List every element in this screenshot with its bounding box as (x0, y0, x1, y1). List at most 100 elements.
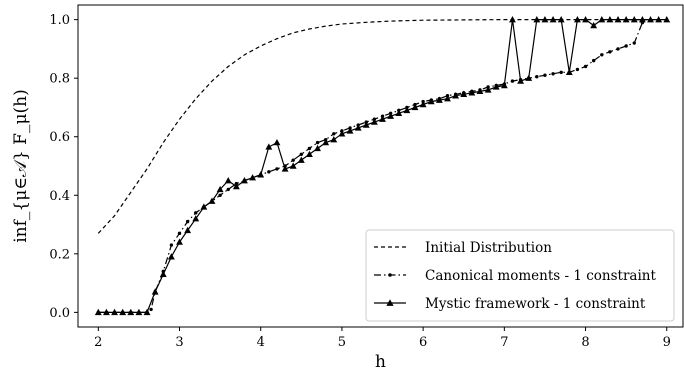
data-point (208, 197, 216, 204)
data-point (135, 308, 143, 316)
data-point (281, 165, 289, 172)
data-point (265, 143, 273, 150)
data-point (224, 177, 232, 184)
legend: Initial Distribution Canonical moments - … (365, 229, 675, 322)
data-point (435, 96, 443, 103)
data-point (257, 171, 265, 178)
legend-label: Initial Distribution (425, 240, 552, 256)
data-point (663, 16, 671, 23)
legend-marker (386, 299, 394, 306)
legend-label: Mystic framework - 1 constraint (425, 296, 646, 312)
data-point (149, 307, 153, 312)
x-tick-label: 8 (581, 335, 589, 350)
data-point (582, 16, 589, 23)
data-point (606, 16, 614, 23)
data-point (468, 89, 476, 96)
data-point (638, 16, 646, 23)
data-point (452, 92, 460, 99)
y-tick-label: 0.0 (49, 306, 70, 321)
data-point (444, 95, 451, 102)
data-point (119, 308, 127, 316)
data-point (315, 140, 320, 145)
y-tick-label: 0.4 (49, 189, 70, 204)
data-point (232, 182, 240, 190)
data-point (289, 162, 297, 169)
data-point (332, 132, 336, 136)
x-tick-label: 2 (94, 335, 102, 350)
ticks-layer: 2 3 4 5 6 7 8 9 0.0 0.2 0.4 0.6 0.8 1.0 (49, 13, 671, 350)
data-point (143, 308, 151, 316)
data-point (591, 58, 596, 63)
data-point (338, 130, 346, 137)
data-point (541, 16, 549, 23)
data-point (630, 16, 638, 23)
data-point (200, 203, 208, 210)
data-point (151, 288, 159, 295)
x-tick-label: 9 (663, 335, 671, 350)
data-point (632, 41, 636, 45)
data-point (543, 73, 547, 77)
data-point (275, 167, 279, 171)
data-point (354, 124, 362, 131)
data-point (525, 74, 533, 81)
data-point (103, 308, 110, 316)
data-point (177, 231, 182, 236)
data-point (297, 156, 305, 163)
data-point (647, 16, 654, 23)
legend-box (365, 229, 675, 322)
data-point (370, 118, 378, 125)
data-point (184, 226, 192, 234)
data-point (510, 79, 515, 83)
x-tick-label: 5 (338, 335, 346, 350)
data-point (185, 219, 190, 224)
data-point (273, 138, 281, 146)
data-point (476, 87, 484, 95)
x-tick-label: 6 (419, 335, 427, 350)
data-point (600, 53, 604, 57)
data-point (500, 81, 508, 89)
data-point (216, 185, 224, 193)
y-tick-label: 0.8 (49, 72, 70, 87)
data-point (655, 16, 663, 23)
y-tick-label: 0.2 (49, 247, 70, 262)
data-point (624, 44, 628, 48)
data-point (517, 77, 525, 84)
data-point (267, 170, 271, 174)
data-point (362, 121, 370, 128)
data-point (307, 146, 312, 151)
data-point (509, 16, 516, 23)
data-point (427, 98, 435, 105)
data-point (159, 270, 167, 278)
data-point (322, 138, 330, 146)
data-point (169, 243, 174, 247)
legend-marker (388, 273, 392, 277)
data-point (575, 67, 580, 72)
data-point (533, 16, 541, 23)
series-line (98, 22, 643, 313)
legend-entry-0: Initial Distribution (374, 240, 552, 256)
data-point (249, 174, 257, 181)
legend-label: Canonical moments - 1 constraint (425, 268, 656, 284)
data-point (608, 50, 612, 54)
data-point (492, 83, 500, 90)
legend-entry-1: Canonical moments - 1 constraint (374, 268, 656, 284)
data-point (590, 21, 598, 29)
y-axis-label: inf_{μ∈𝒜} F_μ(h) (11, 89, 31, 243)
data-point (127, 308, 135, 316)
series-line (97, 19, 667, 234)
data-point (557, 16, 565, 23)
data-point (559, 70, 563, 75)
data-point (616, 47, 620, 51)
x-tick-label: 7 (500, 335, 508, 350)
data-point (314, 144, 321, 152)
data-point (167, 253, 175, 260)
data-point (549, 16, 557, 23)
data-point (176, 238, 183, 245)
data-point (192, 215, 200, 222)
data-point (387, 112, 395, 119)
axes-frame (77, 4, 684, 328)
data-point (419, 100, 427, 108)
data-point (94, 308, 102, 316)
x-axis-label: h (375, 352, 386, 371)
